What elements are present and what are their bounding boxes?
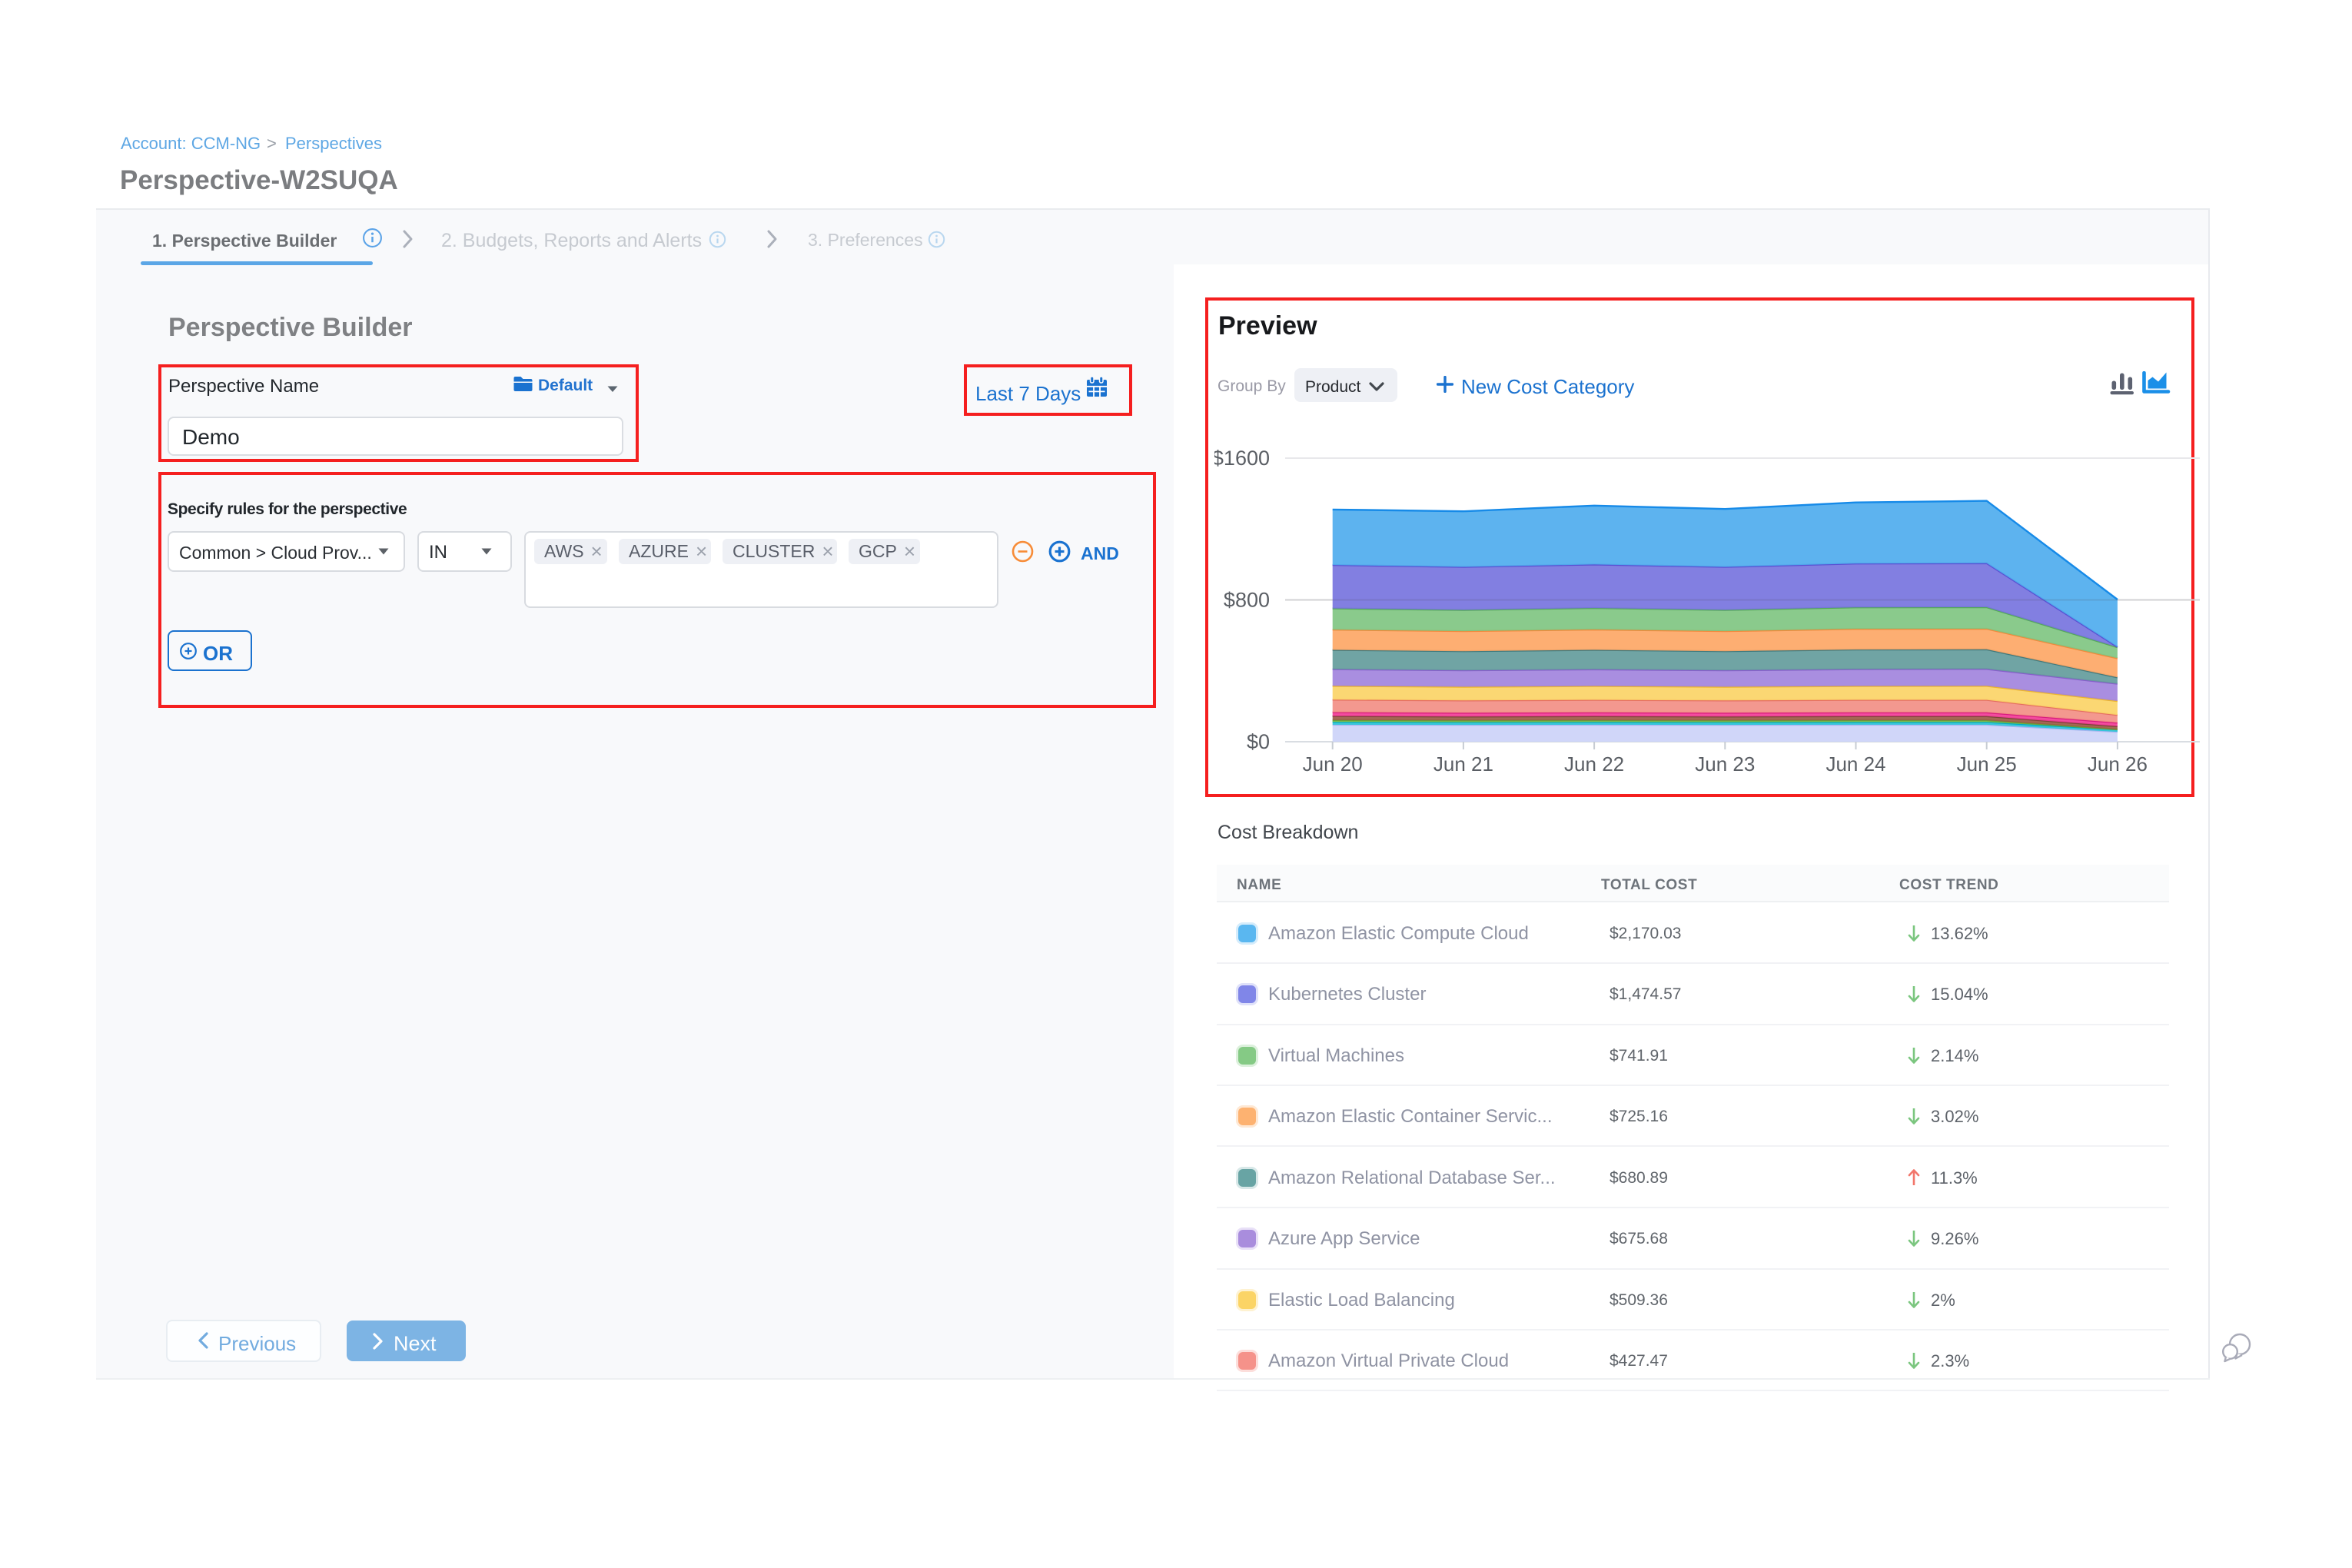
svg-text:$1600: $1600	[1214, 447, 1270, 470]
svg-text:Jun 24: Jun 24	[1825, 752, 1885, 776]
svg-text:$800: $800	[1224, 589, 1270, 612]
svg-text:Jun 20: Jun 20	[1303, 752, 1363, 776]
svg-text:$0: $0	[1247, 730, 1270, 753]
svg-text:Jun 26: Jun 26	[2088, 752, 2148, 776]
svg-text:Jun 22: Jun 22	[1564, 752, 1624, 776]
svg-text:Jun 21: Jun 21	[1433, 752, 1493, 776]
svg-text:Jun 23: Jun 23	[1695, 752, 1755, 776]
svg-text:Jun 25: Jun 25	[1957, 752, 2017, 776]
